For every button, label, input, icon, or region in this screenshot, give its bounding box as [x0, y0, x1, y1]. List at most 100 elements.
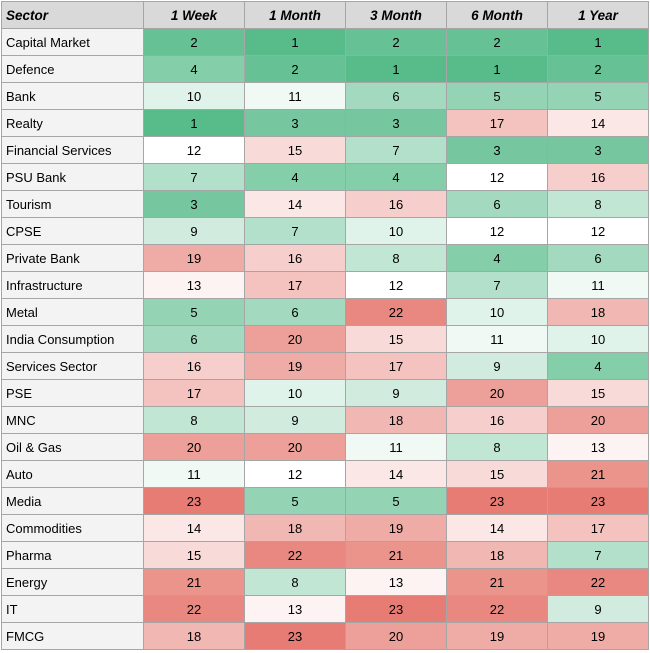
- rank-cell-6-month: 16: [446, 406, 548, 434]
- rank-cell-1-week: 23: [143, 487, 245, 515]
- rank-cell-1-year: 10: [547, 325, 649, 353]
- rank-cell-3-month: 5: [345, 487, 447, 515]
- rank-cell-1-month: 15: [244, 136, 346, 164]
- rank-cell-1-month: 1: [244, 28, 346, 56]
- rank-cell-1-month: 2: [244, 55, 346, 83]
- rank-cell-1-month: 17: [244, 271, 346, 299]
- rank-cell-3-month: 7: [345, 136, 447, 164]
- header-sector: Sector: [1, 1, 144, 29]
- rank-cell-6-month: 12: [446, 217, 548, 245]
- rank-cell-1-week: 16: [143, 352, 245, 380]
- sector-name-cell: PSE: [1, 379, 144, 407]
- rank-cell-3-month: 16: [345, 190, 447, 218]
- table-row: Private Bank 19 16 8 4 6: [1, 244, 649, 272]
- rank-cell-1-year: 12: [547, 217, 649, 245]
- rank-cell-1-year: 18: [547, 298, 649, 326]
- sector-name-cell: Energy: [1, 568, 144, 596]
- rank-cell-6-month: 18: [446, 541, 548, 569]
- rank-cell-3-month: 10: [345, 217, 447, 245]
- rank-cell-1-year: 1: [547, 28, 649, 56]
- rank-cell-1-year: 3: [547, 136, 649, 164]
- sector-name-cell: Tourism: [1, 190, 144, 218]
- rank-cell-1-year: 8: [547, 190, 649, 218]
- rank-cell-1-week: 12: [143, 136, 245, 164]
- rank-cell-1-week: 5: [143, 298, 245, 326]
- sector-name-cell: Capital Market: [1, 28, 144, 56]
- rank-cell-1-month: 16: [244, 244, 346, 272]
- rank-cell-6-month: 4: [446, 244, 548, 272]
- table-row: India Consumption 6 20 15 11 10: [1, 325, 649, 353]
- rank-cell-1-week: 3: [143, 190, 245, 218]
- rank-cell-1-year: 19: [547, 622, 649, 650]
- rank-cell-3-month: 8: [345, 244, 447, 272]
- rank-cell-1-month: 6: [244, 298, 346, 326]
- rank-cell-1-year: 2: [547, 55, 649, 83]
- sector-name-cell: PSU Bank: [1, 163, 144, 191]
- rank-cell-1-month: 13: [244, 595, 346, 623]
- rank-cell-3-month: 20: [345, 622, 447, 650]
- rank-cell-6-month: 22: [446, 595, 548, 623]
- rank-cell-1-year: 6: [547, 244, 649, 272]
- table-row: Defence 4 2 1 1 2: [1, 55, 649, 83]
- rank-cell-1-year: 22: [547, 568, 649, 596]
- rank-cell-3-month: 3: [345, 109, 447, 137]
- rank-cell-1-month: 3: [244, 109, 346, 137]
- rank-cell-1-week: 14: [143, 514, 245, 542]
- rank-cell-1-month: 20: [244, 325, 346, 353]
- rank-cell-1-week: 13: [143, 271, 245, 299]
- rank-cell-1-month: 20: [244, 433, 346, 461]
- rank-cell-6-month: 3: [446, 136, 548, 164]
- rank-cell-1-month: 8: [244, 568, 346, 596]
- rank-cell-6-month: 21: [446, 568, 548, 596]
- rank-cell-1-week: 15: [143, 541, 245, 569]
- header-3-month: 3 Month: [345, 1, 447, 29]
- rank-cell-6-month: 12: [446, 163, 548, 191]
- rank-cell-1-month: 5: [244, 487, 346, 515]
- rank-cell-1-week: 17: [143, 379, 245, 407]
- header-1-year: 1 Year: [547, 1, 649, 29]
- rank-cell-1-week: 1: [143, 109, 245, 137]
- rank-cell-6-month: 20: [446, 379, 548, 407]
- rank-cell-1-year: 13: [547, 433, 649, 461]
- table-row: FMCG 18 23 20 19 19: [1, 622, 649, 650]
- rank-cell-1-month: 22: [244, 541, 346, 569]
- rank-cell-3-month: 11: [345, 433, 447, 461]
- rank-cell-6-month: 5: [446, 82, 548, 110]
- rank-cell-3-month: 13: [345, 568, 447, 596]
- rank-cell-6-month: 1: [446, 55, 548, 83]
- rank-cell-1-week: 4: [143, 55, 245, 83]
- rank-cell-1-week: 8: [143, 406, 245, 434]
- sector-name-cell: Oil & Gas: [1, 433, 144, 461]
- table-row: MNC 8 9 18 16 20: [1, 406, 649, 434]
- sector-name-cell: Auto: [1, 460, 144, 488]
- header-1-week: 1 Week: [143, 1, 245, 29]
- table-row: Tourism 3 14 16 6 8: [1, 190, 649, 218]
- rank-cell-1-year: 17: [547, 514, 649, 542]
- rank-cell-1-week: 18: [143, 622, 245, 650]
- header-row: Sector 1 Week 1 Month 3 Month 6 Month 1 …: [1, 1, 649, 29]
- rank-cell-1-month: 12: [244, 460, 346, 488]
- rank-cell-1-month: 11: [244, 82, 346, 110]
- header-6-month: 6 Month: [446, 1, 548, 29]
- rank-cell-1-week: 21: [143, 568, 245, 596]
- rank-cell-1-month: 23: [244, 622, 346, 650]
- rank-cell-6-month: 9: [446, 352, 548, 380]
- rank-cell-1-month: 9: [244, 406, 346, 434]
- table-row: Energy 21 8 13 21 22: [1, 568, 649, 596]
- rank-cell-3-month: 19: [345, 514, 447, 542]
- rank-cell-1-week: 19: [143, 244, 245, 272]
- sector-name-cell: Metal: [1, 298, 144, 326]
- rank-cell-1-month: 10: [244, 379, 346, 407]
- sector-name-cell: IT: [1, 595, 144, 623]
- rank-cell-1-year: 20: [547, 406, 649, 434]
- rank-cell-3-month: 21: [345, 541, 447, 569]
- rank-cell-1-week: 6: [143, 325, 245, 353]
- rank-cell-6-month: 10: [446, 298, 548, 326]
- rank-cell-6-month: 11: [446, 325, 548, 353]
- rank-cell-3-month: 6: [345, 82, 447, 110]
- sector-name-cell: Infrastructure: [1, 271, 144, 299]
- rank-cell-1-month: 7: [244, 217, 346, 245]
- table-row: Infrastructure 13 17 12 7 11: [1, 271, 649, 299]
- rank-cell-3-month: 2: [345, 28, 447, 56]
